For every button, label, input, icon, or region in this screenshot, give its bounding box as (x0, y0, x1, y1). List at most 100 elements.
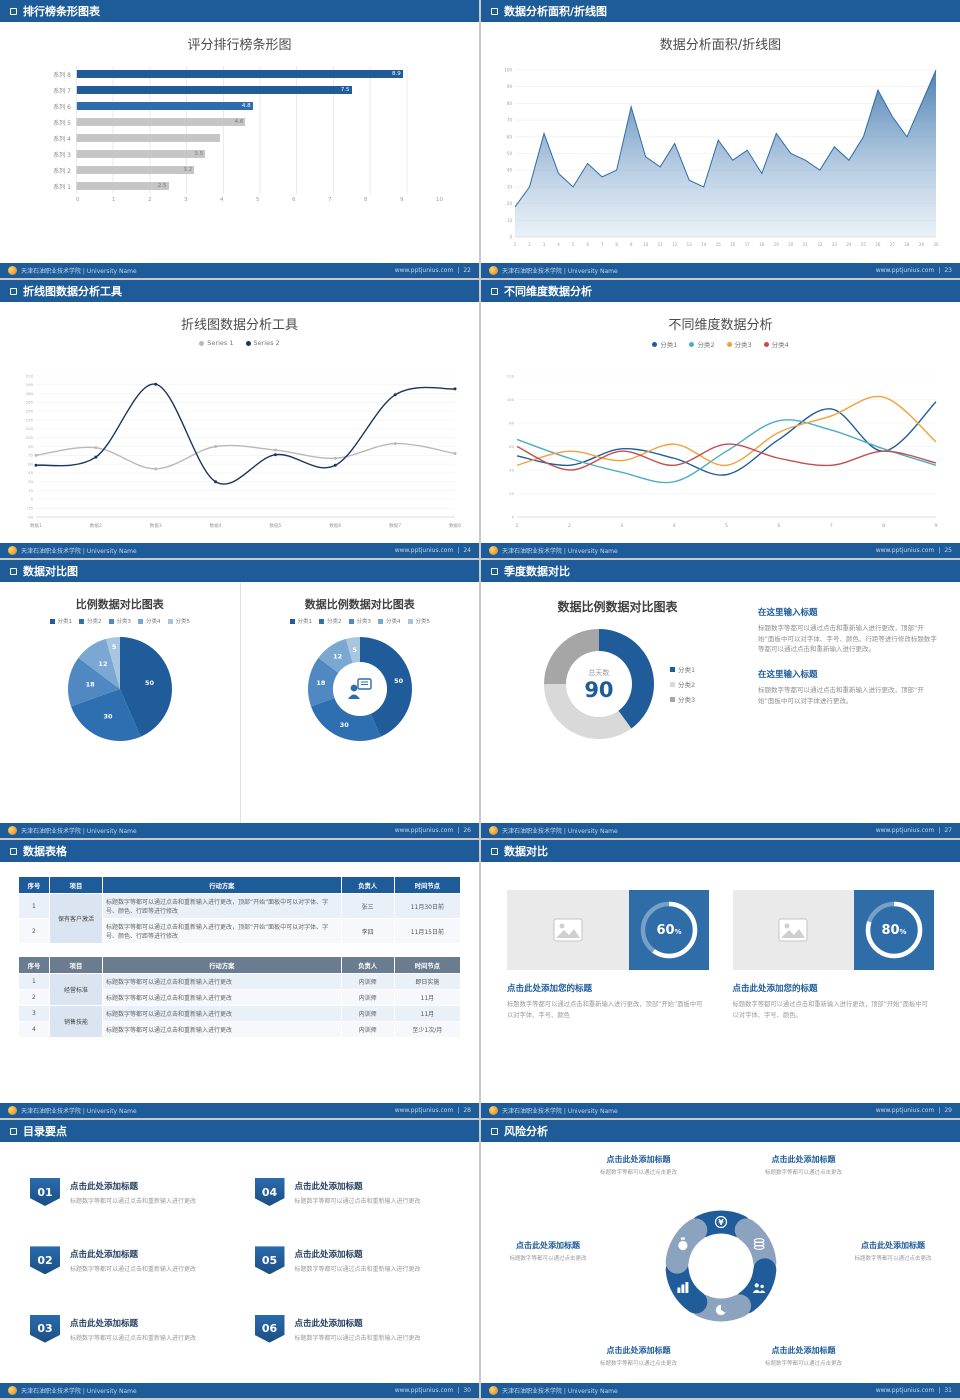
progress-ring-svg: 60% (640, 901, 697, 959)
slide-line-dimensions[interactable]: 不同维度数据分析 不同维度数据分析 分类1 分类2 分类3 分类4 0 20 40 60 80… (481, 280, 960, 558)
legend-label: 分类3 (116, 619, 132, 625)
slide-data-tables[interactable]: 数据表格 序号 项目 行动方案 负责人 时间节点 1 保有客户激活 标题数字等都可以通过点击和… (0, 840, 479, 1118)
toc-item[interactable]: 04 点击此处添加标题 标题数字等都可以通过点击和重新输入进行更改 (254, 1178, 450, 1246)
svg-text:15: 15 (716, 242, 722, 247)
risk-wheel-diagram: ¥ (646, 1191, 796, 1341)
slide-header-title: 数据对比图 (23, 565, 78, 578)
bar: 3.5 (77, 150, 206, 158)
project-cell: 销售技能 (48, 1005, 103, 1038)
table-row: 4 标题数字等都可以通过点击和重新输入进行更改 内训师 至少1次/月 (18, 1021, 462, 1038)
table-cell: 2 (18, 918, 50, 944)
square-bullet-icon (10, 287, 17, 295)
legend-item: Series 1 (199, 339, 234, 347)
svg-text:135: 135 (26, 417, 34, 422)
card-top: 80% (732, 890, 934, 970)
bar-category-label: 系列 6 (53, 103, 71, 111)
svg-text:-15: -15 (27, 505, 34, 510)
legend-item: 分类3 (669, 694, 695, 704)
donut-chart: 总天数 90 (540, 625, 658, 743)
bar-value-label: 7.5 (340, 87, 350, 93)
svg-text:75: 75 (28, 453, 33, 458)
legend-item: 分类2 (669, 679, 696, 689)
chart-title: 评分排行榜条形图 (187, 38, 292, 53)
toc-item[interactable]: 02 点击此处添加标题 标题数字等都可以通过点击和重新输入进行更改 (30, 1246, 225, 1314)
table-cell: 1 (18, 893, 50, 919)
legend-label: 分类3 (356, 619, 372, 625)
table-cell: 标题数字等都可以通过点击和重新输入进行更改，顶部“开始”面板中可以对字体、字号、… (101, 918, 342, 944)
svg-text:19: 19 (774, 242, 780, 247)
chart-legend: Series 1 Series 2 (0, 339, 479, 347)
svg-text:50: 50 (145, 679, 155, 687)
slide-body: 比例数据对比图表 分类1 分类2 分类3 分类4 分类5 50 30 18 12 5 数据比例数… (0, 582, 479, 823)
table-cell: 2 (18, 989, 50, 1006)
svg-text:0: 0 (509, 235, 512, 240)
bar-track: 4.8 (76, 102, 443, 110)
slide-body: 折线图数据分析工具 Series 1 Series 2 -30 -15 0 15 30 45… (0, 302, 479, 543)
svg-text:80: 80 (509, 420, 514, 425)
svg-text:5: 5 (572, 242, 575, 247)
table-cell: 张三 (340, 893, 395, 919)
legend-label: 分类2 (677, 681, 696, 689)
toc-title: 点击此处添加标题 (70, 1250, 139, 1261)
legend-item: 分类2 (689, 339, 715, 349)
slide-quarter-comparison[interactable]: 季度数据对比 数据比例数据对比图表 总天数 90 分类1 分类2 分类3 在这里输入… (481, 560, 960, 838)
svg-text:30: 30 (103, 713, 113, 721)
toc-item[interactable]: 03 点击此处添加标题 标题数字等都可以通过点击和重新输入进行更改 (30, 1314, 225, 1383)
slide-header-title: 排行榜条形图表 (23, 5, 100, 18)
slide-ranking-bar[interactable]: 排行榜条形图表 评分排行榜条形图 系列 8 8.9 系列 7 7.5 系列 6 4.8 系列… (0, 0, 479, 278)
toc-item[interactable]: 05 点击此处添加标题 标题数字等都可以通过点击和重新输入进行更改 (254, 1246, 450, 1314)
toc-text: 点击此处添加标题 标题数字等都可以通过点击和重新输入进行更改 (70, 1315, 196, 1342)
bar-value-label: 3.2 (183, 167, 193, 173)
footer-school: 天津石油职业技术学院 | University Name (502, 548, 618, 555)
legend-marker (199, 340, 205, 346)
legend-marker (669, 681, 675, 687)
legend-label: 分类1 (677, 666, 696, 674)
table-cell: 标题数字等都可以通过点击和重新输入进行更改 (101, 989, 342, 1006)
area-chart: 0 10 20 30 40 50 60 70 80 90 100 1 2 3 4 5 6 7 8 9 10 11 12 13 1… (497, 64, 944, 249)
legend-label: 分类2 (327, 619, 342, 625)
pie-chart: 50 30 18 12 5 (64, 633, 176, 745)
svg-text:13: 13 (687, 242, 693, 247)
column-header: 时间节点 (393, 876, 462, 894)
slide-line-tools[interactable]: 折线图数据分析工具 折线图数据分析工具 Series 1 Series 2 -30… (0, 280, 479, 558)
slide-pie-comparison[interactable]: 数据对比图 比例数据对比图表 分类1 分类2 分类3 分类4 分类5 50 30 18 12 5… (0, 560, 479, 838)
pie-slice (105, 637, 120, 689)
svg-text:8: 8 (882, 523, 885, 529)
pie-slice (119, 637, 172, 737)
svg-text:45: 45 (28, 470, 33, 475)
svg-text:5: 5 (112, 643, 117, 651)
bar-value-label: 3.5 (194, 151, 204, 157)
slide-body: 01 点击此处添加标题 标题数字等都可以通过点击和重新输入进行更改 02 点击此处添加标… (0, 1142, 479, 1383)
toc-number-badge: 03 (30, 1314, 60, 1343)
toc-item[interactable]: 01 点击此处添加标题 标题数字等都可以通过点击和重新输入进行更改 (30, 1178, 225, 1246)
slide-header-title: 目录要点 (23, 1125, 67, 1138)
footer-site: www.pptjunius.com (394, 267, 454, 274)
slide-risk-analysis[interactable]: 风险分析 ¥ 点击此处添加标题 标题数字等都可以通过点击更改 点击此处添加标题 标题数… (481, 1120, 960, 1398)
square-bullet-icon (491, 567, 498, 575)
risk-label: 点击此处添加标题 标题数字等都可以通过点击更改 (566, 1345, 711, 1367)
svg-text:60: 60 (507, 134, 513, 139)
footer-site: www.pptjunius.com (875, 827, 935, 834)
x-tick-label: 6 (292, 197, 296, 203)
cards-container: 60% 点击此处添加您的标题 标题数字等都可以通过点击和重新输入进行更改，顶部“… (481, 862, 960, 1103)
svg-text:23: 23 (832, 242, 838, 247)
card-title: 点击此处添加您的标题 (732, 984, 818, 994)
toc-item[interactable]: 06 点击此处添加标题 标题数字等都可以通过点击和重新输入进行更改 (254, 1314, 450, 1383)
image-placeholder (507, 890, 629, 970)
data-table: 序号 项目 行动方案 负责人 时间节点 1 经营标准 标题数字等都可以通过点击和重新输入进行更… (18, 956, 462, 1038)
legend-marker (289, 618, 295, 624)
area-line (514, 69, 937, 208)
slide-toc[interactable]: 目录要点 01 点击此处添加标题 标题数字等都可以通过点击和重新输入进行更改 02 点击… (0, 1120, 479, 1398)
toc-description: 标题数字等都可以通过点击和重新输入进行更改 (294, 1266, 421, 1274)
table-cell: 11月 (393, 1005, 462, 1022)
footer-site: www.pptjunius.com (875, 547, 935, 554)
footer-page-number: 25 (944, 547, 952, 554)
slide-progress-comparison[interactable]: 数据对比 60% 点击此处添加您的标题 标题数字等都可以通过点击和重新输入进行更… (481, 840, 960, 1118)
legend-marker (138, 618, 143, 624)
slide-area-chart[interactable]: 数据分析面积/折线图 数据分析面积/折线图 0 10 20 30 40 50 60 70 80 9… (481, 0, 960, 278)
footer-separator: | (457, 1387, 460, 1394)
progress-ring-80: 80% (854, 890, 934, 970)
svg-text:6: 6 (586, 242, 589, 247)
slide-header-title: 不同维度数据分析 (504, 285, 592, 298)
x-tick-label: 0 (76, 197, 80, 203)
